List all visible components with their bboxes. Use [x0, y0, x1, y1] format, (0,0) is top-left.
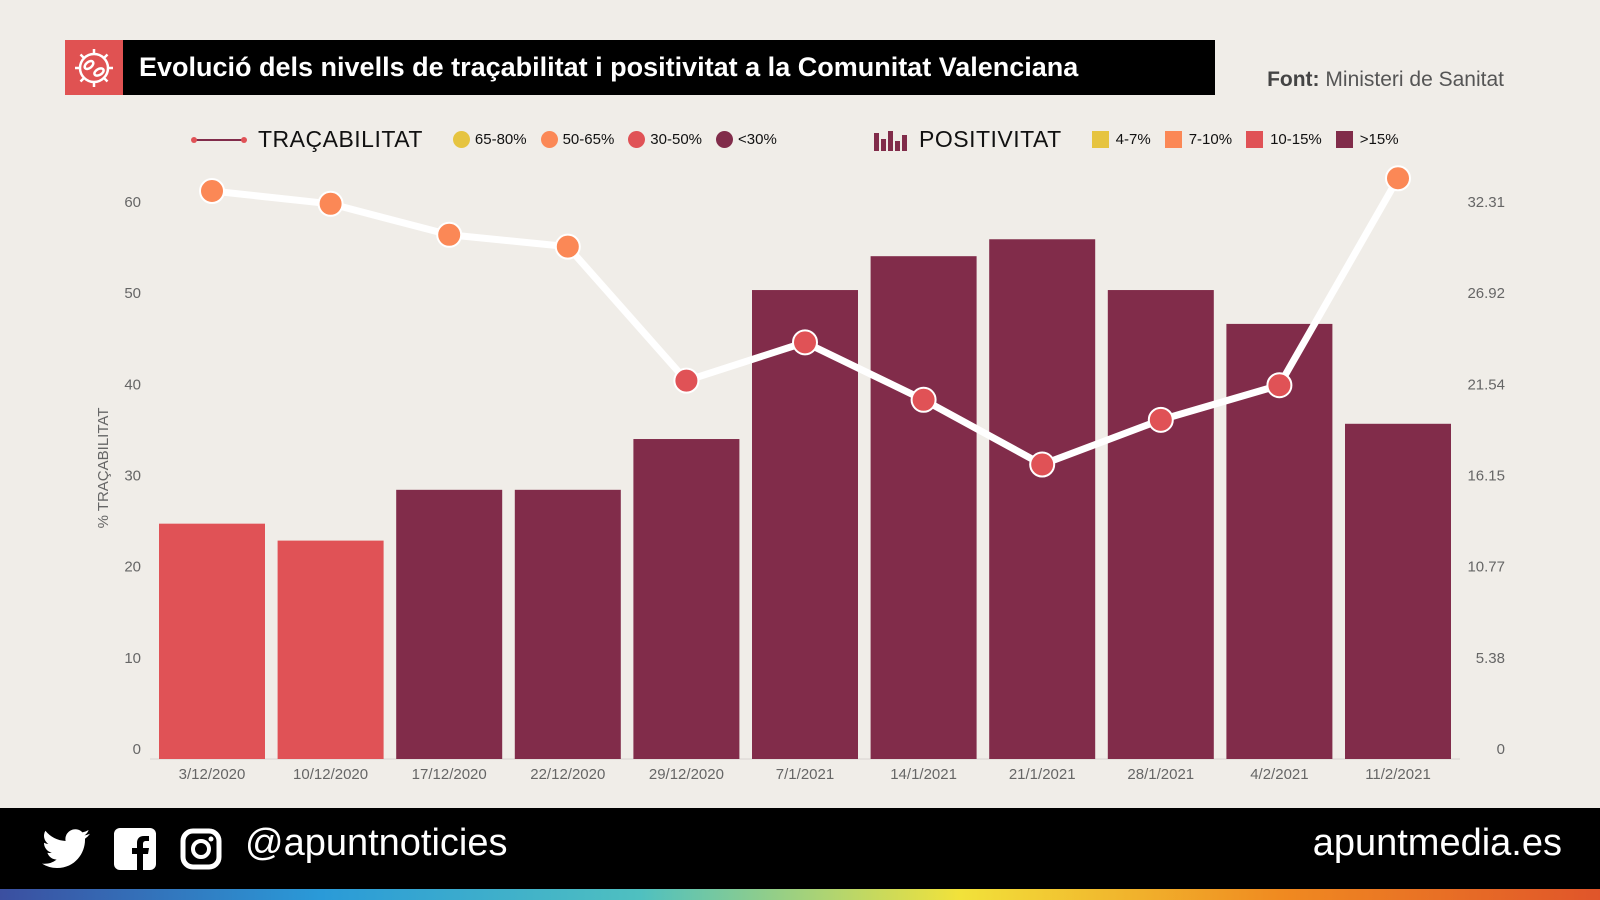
bar [870, 256, 977, 759]
legend-tracability: TRAÇABILITAT 65-80% 50-65% 30-50% <30% [190, 126, 791, 153]
website-link[interactable]: apuntmedia.es [1312, 822, 1562, 864]
bar [396, 489, 503, 759]
legend-swatch [716, 131, 733, 148]
legend-label: 10-15% [1270, 131, 1322, 148]
legend-item: 30-50% [628, 131, 702, 148]
title-bar: Evolució dels nivells de traçabilitat i … [65, 40, 1215, 95]
bar [277, 540, 384, 759]
y-tick-label: 10 [124, 650, 141, 667]
legend-swatch [540, 131, 558, 148]
legend-swatch [628, 131, 646, 148]
source-label: Font: [1267, 68, 1320, 91]
source-value: Ministeri de Sanitat [1325, 68, 1504, 91]
instagram-icon[interactable] [180, 828, 222, 870]
twitter-icon[interactable] [42, 828, 90, 870]
y-tick-label: 0 [133, 741, 141, 758]
y-tick-label: 30 [124, 468, 141, 485]
bar [752, 290, 858, 759]
legend-label: 7-10% [1188, 131, 1233, 148]
x-tick-label: 29/12/2020 [649, 766, 724, 783]
legend-swatch [1091, 131, 1109, 148]
bar [633, 439, 740, 759]
line-point [199, 178, 225, 205]
x-tick-label: 21/1/2021 [1009, 766, 1076, 783]
legend-item: 10-15% [1246, 131, 1322, 148]
y-axis-title: % TRAÇABILITAT [95, 408, 112, 529]
x-tick-label: 28/1/2021 [1127, 766, 1194, 783]
y-tick-label: 50 [124, 285, 141, 302]
y2-tick-label: 21.54 [1467, 376, 1505, 393]
bar [159, 523, 265, 759]
y2-tick-label: 26.92 [1467, 285, 1505, 302]
bar [989, 239, 1096, 759]
legend-label: 30-50% [650, 131, 702, 148]
legend-label: 65-80% [474, 131, 527, 148]
legend-item: 65-80% [452, 131, 527, 148]
legend-item: 50-65% [540, 131, 615, 148]
x-tick-label: 11/2/2021 [1365, 766, 1431, 783]
legend-label: 4-7% [1115, 131, 1151, 148]
bar [514, 489, 621, 759]
chart-title: Evolució dels nivells de traçabilitat i … [139, 52, 1079, 82]
legend-swatch [1335, 131, 1353, 148]
y2-tick-label: 10.77 [1467, 559, 1505, 576]
line-point [554, 233, 581, 260]
x-tick-label: 17/12/2020 [412, 766, 487, 783]
line-point [317, 190, 344, 217]
line-point [1385, 165, 1411, 192]
legend-positivity: POSITIVITAT 4-7% 7-10% 10-15% >15% [873, 126, 1413, 153]
y2-tick-label: 16.15 [1467, 468, 1505, 485]
legend-label: >15% [1359, 131, 1399, 148]
line-marker-icon [191, 136, 247, 143]
legend-title: POSITIVITAT [919, 126, 1062, 152]
y2-tick-label: 32.31 [1467, 194, 1505, 211]
source: Font: Ministeri de Sanitat [1267, 68, 1504, 92]
y-tick-label: 40 [124, 376, 141, 393]
x-tick-label: 7/1/2021 [776, 766, 834, 783]
bar-chart-icon [874, 130, 907, 151]
line-point [1266, 372, 1293, 399]
legend-item: <30% [716, 131, 777, 148]
legend-label: <30% [738, 131, 777, 148]
y-tick-label: 20 [124, 559, 141, 576]
x-tick-label: 10/12/2020 [293, 766, 368, 783]
line-point [792, 329, 818, 356]
legend-swatch [452, 131, 470, 148]
legend-label: 50-65% [562, 131, 615, 148]
x-tick-label: 3/12/2020 [179, 766, 246, 783]
y2-tick-label: 5.38 [1476, 650, 1505, 667]
facebook-icon[interactable] [114, 828, 156, 870]
y-tick-label: 60 [124, 194, 141, 211]
x-tick-label: 22/12/2020 [530, 766, 605, 783]
line-point [436, 221, 463, 248]
line-point [673, 367, 700, 394]
virus-icon [65, 40, 123, 95]
line-point [1029, 451, 1056, 478]
bar [1107, 290, 1214, 759]
legend-title: TRAÇABILITAT [258, 126, 423, 152]
color-strip [0, 889, 1600, 900]
social-handle[interactable]: @apuntnoticies [245, 822, 508, 864]
legend-item: 7-10% [1164, 131, 1233, 148]
line-point [910, 386, 937, 413]
legend-swatch [1246, 131, 1264, 148]
x-tick-label: 14/1/2021 [890, 766, 957, 783]
line-point [1147, 406, 1174, 433]
legend-item: >15% [1335, 131, 1399, 148]
legend-item: 4-7% [1091, 131, 1151, 148]
bar [1345, 423, 1451, 759]
footer: @apuntnoticies apuntmedia.es [0, 808, 1600, 889]
y2-tick-label: 0 [1497, 741, 1505, 758]
x-tick-label: 4/2/2021 [1250, 766, 1308, 783]
legend-swatch [1164, 131, 1182, 148]
